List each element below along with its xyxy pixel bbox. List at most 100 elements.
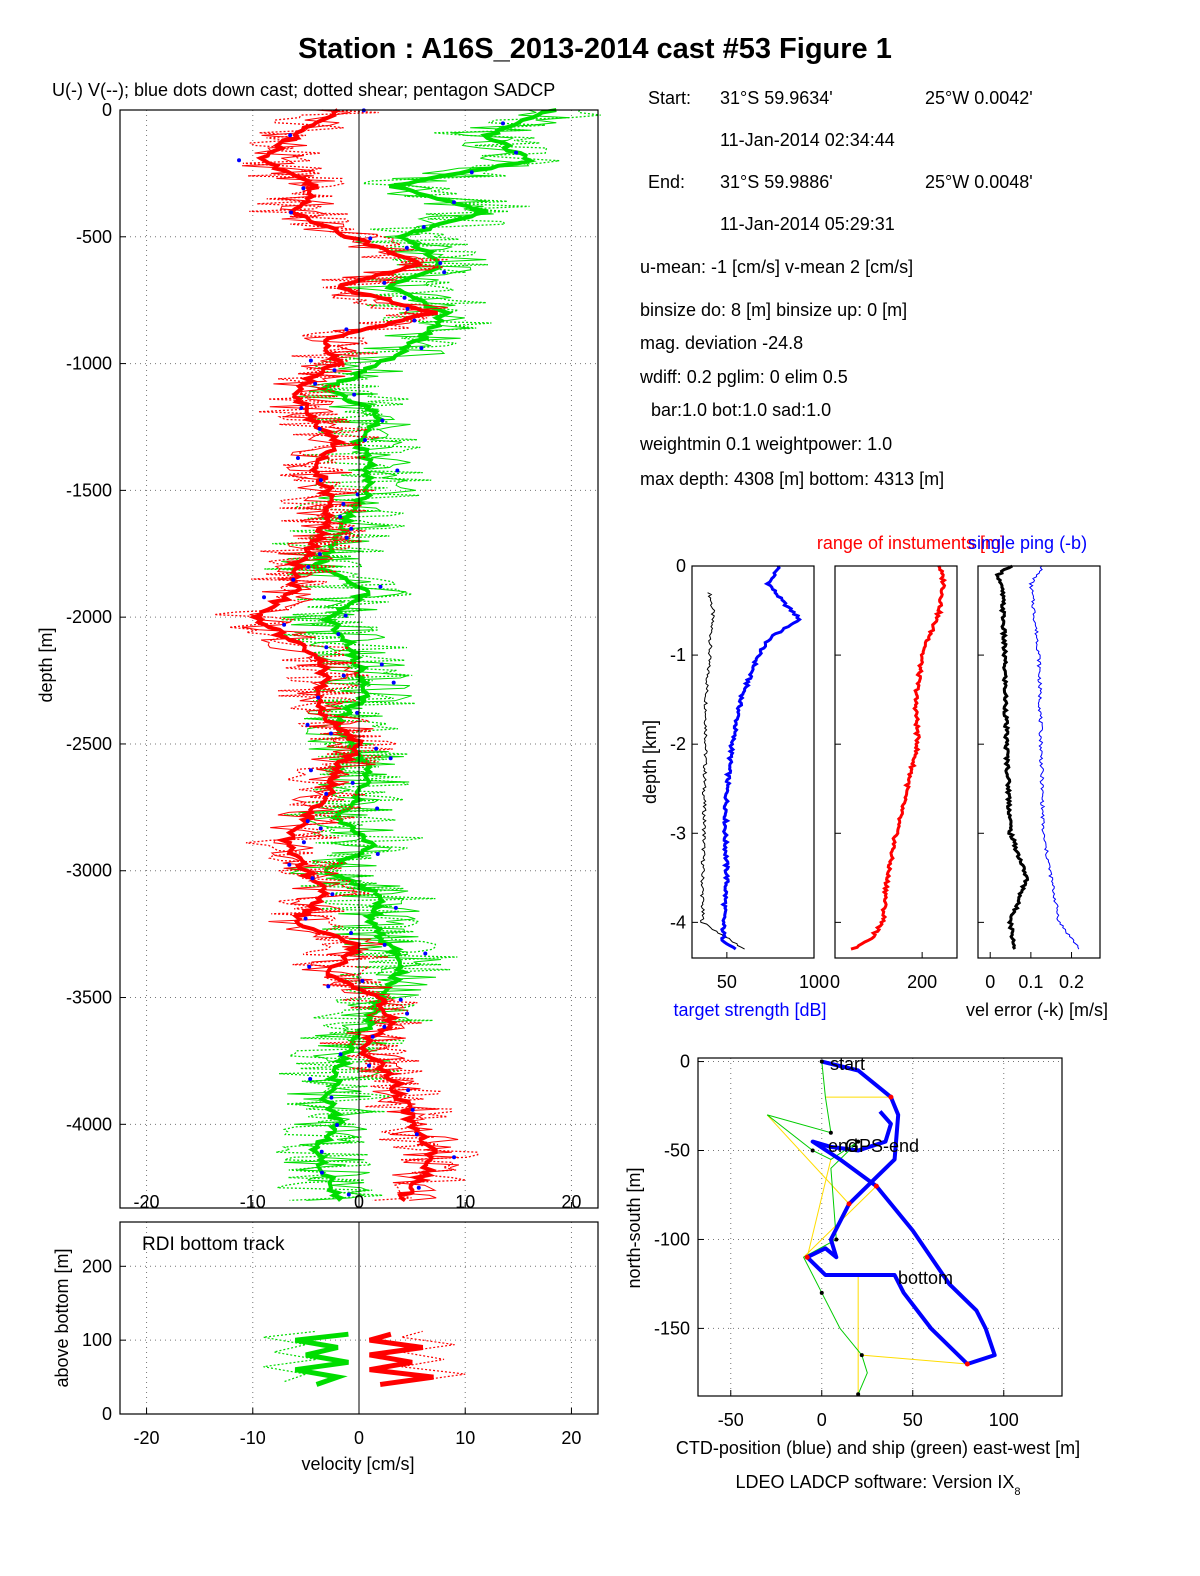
downcast-dot xyxy=(338,514,343,519)
velocity-error-line xyxy=(994,564,1030,950)
position-label-gps-end: GPS-end xyxy=(845,1136,919,1156)
downcast-dot xyxy=(335,1122,340,1127)
downcast-dot xyxy=(338,1052,343,1057)
target-strength-line xyxy=(720,565,802,951)
ship-track xyxy=(766,1061,868,1395)
max-depth: max depth: 4308 [m] bottom: 4313 [m] xyxy=(640,469,944,489)
downcast-dot xyxy=(416,1185,421,1190)
bottom-track-series xyxy=(263,1222,466,1414)
velocity-profile-xtick-label: 20 xyxy=(561,1192,581,1212)
ship-marker xyxy=(819,1290,824,1295)
velocity-profile-ytick-label: -2000 xyxy=(66,607,112,627)
position-xlabel: CTD-position (blue) and ship (green) eas… xyxy=(676,1438,1080,1458)
range-axes-box xyxy=(834,565,958,959)
start-label: Start: xyxy=(648,88,691,108)
downcast-dot xyxy=(301,186,306,191)
downcast-dot xyxy=(318,826,323,831)
target-strength-ticks: 50 100 0 -1 -2 -3 -4 xyxy=(670,556,829,992)
downcast-dot xyxy=(382,280,387,285)
velocity-profile-panel: U(-) V(--); blue dots down cast; dotted … xyxy=(36,80,601,1212)
range-ticks: 0 200 xyxy=(830,565,937,992)
downcast-dot xyxy=(308,768,313,773)
target-strength-ylabel: depth [km] xyxy=(640,720,660,804)
downcast-dot xyxy=(375,806,380,811)
target-strength-ytick-label: -3 xyxy=(670,823,686,843)
bottom-track-ytick-label: 0 xyxy=(102,1404,112,1424)
downcast-dot xyxy=(316,695,321,700)
downcast-dot xyxy=(308,1076,313,1081)
downcast-dot xyxy=(412,318,417,323)
downcast-dot xyxy=(514,150,519,155)
v-series-line xyxy=(308,108,557,1202)
velocity-profile-xtick-label: -10 xyxy=(240,1192,266,1212)
downcast-dot xyxy=(305,819,310,824)
downcast-dot xyxy=(341,673,346,678)
position-label-end: end xyxy=(828,1136,858,1156)
downcast-dot xyxy=(395,468,400,473)
downcast-dot xyxy=(375,851,380,856)
downcast-dot xyxy=(451,200,456,205)
mean-velocity: u-mean: -1 [cm/s] v-mean 2 [cm/s] xyxy=(640,257,913,277)
downcast-dot xyxy=(262,595,267,600)
downcast-dot xyxy=(370,1034,375,1039)
downcast-dot xyxy=(343,613,348,618)
range-title: range of instuments [m] xyxy=(817,533,1005,553)
ship-marker xyxy=(810,1148,815,1153)
downcast-dot xyxy=(332,368,337,373)
downcast-dot xyxy=(317,426,322,431)
velocity-profile-grid xyxy=(120,109,598,1208)
ctd-track xyxy=(805,1059,997,1366)
downcast-dot xyxy=(355,710,360,715)
downcast-dot xyxy=(452,1155,457,1160)
ship-marker xyxy=(856,1392,861,1397)
range-of-instruments-xtick-label: 200 xyxy=(907,972,937,992)
velocity-profile-xtick-label: 10 xyxy=(455,1192,475,1212)
downcast-dot xyxy=(382,942,387,947)
downcast-dot xyxy=(344,535,349,540)
downcast-dot xyxy=(237,158,242,163)
ctd-ship-link xyxy=(806,1159,832,1258)
velocity-profile-ytick-label: 0 xyxy=(102,100,112,120)
target-strength-axes-box xyxy=(691,565,815,959)
downcast-dot xyxy=(388,756,393,761)
velocity-error-line xyxy=(1028,565,1080,950)
downcast-dot xyxy=(368,236,373,241)
downcast-dot xyxy=(303,916,308,921)
velocity-profile-ylabel: depth [m] xyxy=(36,627,56,702)
downcast-dot xyxy=(367,1063,372,1068)
downcast-dot xyxy=(319,1149,324,1154)
downcast-dot xyxy=(324,791,329,796)
velocity-profile-ticks: -20 -10 0 10 20 0 -500 -1000 -1500 -2000 -2500 -300… xyxy=(66,100,582,1212)
velocity-profile-ytick-label: -1000 xyxy=(66,354,112,374)
position-ticks: -50 0 50 100 0 -50 -100 -150 xyxy=(654,1052,1019,1430)
downcast-dot xyxy=(360,978,365,983)
bottom-track-ylabel: above bottom [m] xyxy=(52,1248,72,1387)
downcast-dot xyxy=(291,577,296,582)
ctd-marker xyxy=(804,1254,810,1260)
velocity-error-xtick-label: 0.2 xyxy=(1059,972,1084,992)
downcast-dot xyxy=(469,170,474,175)
downcast-dot xyxy=(500,121,505,126)
position-ytick-label: -50 xyxy=(664,1141,690,1161)
bottom-track-xtick-label: -20 xyxy=(134,1428,160,1448)
velocity-profile-ytick-label: -4000 xyxy=(66,1114,112,1134)
downcast-dot xyxy=(317,552,322,557)
downcast-dot xyxy=(410,1107,415,1112)
position-xtick-label: 0 xyxy=(817,1410,827,1430)
velocity-profile-ytick-label: -2500 xyxy=(66,734,112,754)
downcast-dot xyxy=(349,931,354,936)
downcast-dot xyxy=(380,418,385,423)
downcast-dot xyxy=(398,997,403,1002)
position-ytick-label: 0 xyxy=(680,1052,690,1072)
ship-marker xyxy=(828,1130,833,1135)
bottom-v-line xyxy=(294,1331,349,1387)
position-panel: -50 0 50 1000-50-100-150 start end GPS-end … xyxy=(624,1052,1080,1458)
ship-marker xyxy=(834,1237,839,1242)
start-lon: 25°W 0.0042' xyxy=(925,88,1033,108)
target-strength-line xyxy=(699,592,745,950)
downcast-dot xyxy=(310,876,315,881)
target-strength-xtick-label: 100 xyxy=(799,972,829,992)
downcast-dot xyxy=(288,133,293,138)
